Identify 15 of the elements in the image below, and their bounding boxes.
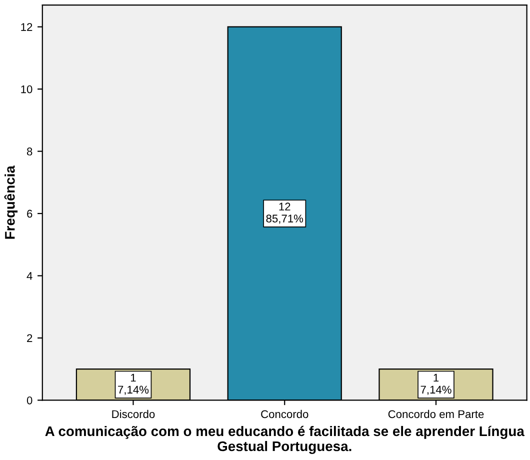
y-tick-label: 10 <box>21 85 32 94</box>
x-axis-title: A comunicação com o meu educando é facilitada se ele aprender Língua Gestual Portuguesa. <box>45 426 524 454</box>
x-tick-label: Concordo em Parte <box>388 410 484 418</box>
y-tick-label: 4 <box>26 272 32 280</box>
y-tick-label: 12 <box>21 23 32 31</box>
y-axis-title: Frequência <box>4 165 18 239</box>
y-tick-label: 8 <box>26 148 32 156</box>
x-tick-label: Discordo <box>112 410 155 418</box>
y-tick-label: 0 <box>26 396 32 404</box>
y-tick-label: 2 <box>27 334 32 342</box>
x-tick-label: Concordo <box>261 410 308 418</box>
data-label: 1 7,14% <box>118 374 149 395</box>
data-label: 1 7,14% <box>420 374 452 395</box>
y-tick-label: 6 <box>27 210 32 218</box>
data-label: 12 85,71% <box>266 202 304 224</box>
